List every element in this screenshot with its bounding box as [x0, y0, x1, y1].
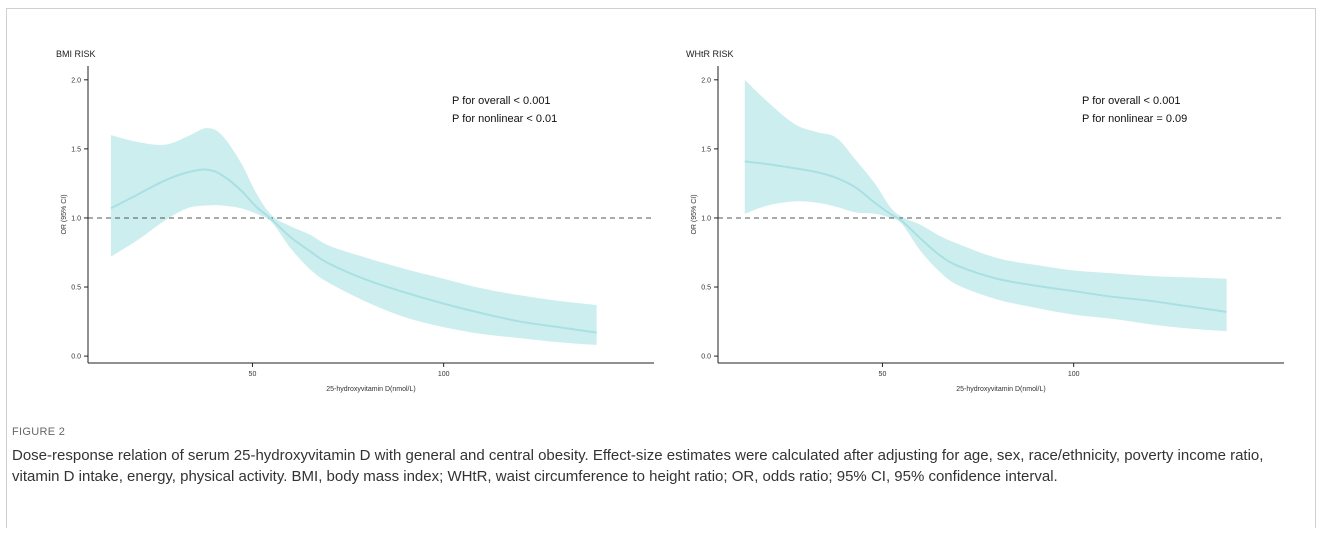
x-tick-label: 100 — [438, 371, 450, 378]
chart-title: BMI RISK — [56, 49, 96, 59]
y-tick-label: 2.0 — [701, 77, 711, 84]
p-value-annotation: P for nonlinear < 0.01 — [452, 113, 557, 125]
y-tick-label: 0.0 — [71, 354, 81, 361]
y-tick-label: 1.0 — [701, 215, 711, 222]
figure-label: FIGURE 2 — [12, 426, 66, 438]
figure-caption: FIGURE 2 Dose-response relation of serum… — [12, 422, 1312, 487]
y-tick-label: 0.5 — [701, 285, 711, 292]
chart-svg-bmi: 0.0 0.5 1.0 1.5 2.0 50 100 BMI RISK 25-hydroxyvi… — [56, 49, 654, 393]
x-tick-label: 100 — [1068, 371, 1080, 378]
confidence-band — [744, 79, 1227, 332]
y-tick-label: 1.5 — [71, 146, 81, 153]
x-axis-label: 25-hydroxyvitamin D(nmol/L) — [326, 386, 415, 393]
y-axis-label: OR (95% CI) — [691, 194, 698, 234]
confidence-band — [110, 128, 597, 346]
chart-panel-whtr: 0.0 0.5 1.0 1.5 2.0 50 100 WHtR RISK 25-hydroxyv… — [658, 40, 1298, 400]
p-value-annotation: P for overall < 0.001 — [1082, 95, 1181, 107]
p-value-annotation: P for overall < 0.001 — [452, 95, 551, 107]
x-tick-label: 50 — [879, 371, 887, 378]
figure-caption-text: Dose-response relation of serum 25-hydro… — [12, 447, 1264, 485]
y-tick-label: 1.5 — [701, 146, 711, 153]
chart-panel-bmi: 0.0 0.5 1.0 1.5 2.0 50 100 BMI RISK 25-hydroxyvi… — [28, 40, 668, 400]
x-tick-label: 50 — [249, 371, 257, 378]
chart-svg-whtr: 0.0 0.5 1.0 1.5 2.0 50 100 WHtR RISK 25-hydroxyv… — [686, 49, 1284, 393]
y-tick-label: 0.5 — [71, 285, 81, 292]
figure-frame — [6, 8, 1316, 528]
p-value-annotation: P for nonlinear = 0.09 — [1082, 113, 1187, 125]
y-tick-label: 0.0 — [701, 354, 711, 361]
or-curve — [744, 160, 1227, 313]
y-tick-label: 2.0 — [71, 77, 81, 84]
chart-title: WHtR RISK — [686, 49, 734, 59]
or-curve — [110, 168, 597, 334]
y-tick-label: 1.0 — [71, 215, 81, 222]
x-axis-label: 25-hydroxyvitamin D(nmol/L) — [956, 386, 1045, 393]
y-axis-label: OR (95% CI) — [61, 194, 68, 234]
charts-area: 0.0 0.5 1.0 1.5 2.0 50 100 BMI RISK 25-hydroxyvi… — [28, 40, 1298, 400]
